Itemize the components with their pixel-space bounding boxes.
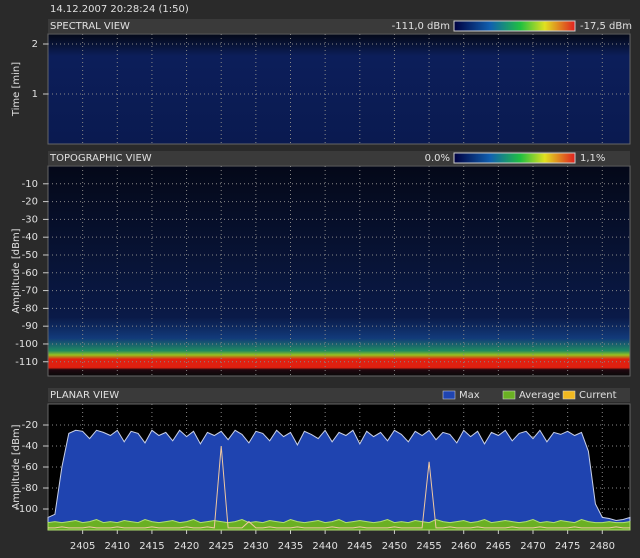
y-tick-label: -100 <box>15 339 38 350</box>
x-tick-label: 2455 <box>416 541 441 552</box>
timestamp: 14.12.2007 20:28:24 (1:50) <box>50 4 189 15</box>
y-tick-label: -100 <box>15 504 38 515</box>
x-tick-label: 2420 <box>174 541 199 552</box>
y-axis-label: Time [min] <box>11 62 22 117</box>
panel-title: SPECTRAL VIEW <box>50 21 130 32</box>
y-tick-label: -70 <box>22 286 38 297</box>
y-axis-label: Amplitude [dBm] <box>11 228 22 313</box>
x-tick-label: 2410 <box>105 541 130 552</box>
y-tick-label: -40 <box>22 232 38 243</box>
y-tick-label: -40 <box>22 441 38 452</box>
x-tick-label: 2475 <box>555 541 580 552</box>
y-tick-label: -20 <box>22 197 38 208</box>
y-tick-label: -90 <box>22 321 38 332</box>
x-tick-label: 2440 <box>312 541 337 552</box>
x-tick-label: 2470 <box>520 541 545 552</box>
x-tick-label: 2460 <box>451 541 476 552</box>
y-tick-label: -110 <box>15 357 38 368</box>
y-tick-label: -80 <box>22 303 38 314</box>
y-tick-label: -60 <box>22 462 38 473</box>
scale-max-label: -17,5 dBm <box>580 21 632 32</box>
scale-min-label: -111,0 dBm <box>392 21 450 32</box>
plot-area <box>47 33 631 145</box>
y-tick-label: -60 <box>22 268 38 279</box>
x-tick-label: 2435 <box>278 541 303 552</box>
x-tick-label: 2430 <box>243 541 268 552</box>
y-tick-label: -20 <box>22 420 38 431</box>
scale-max-label: 1,1% <box>580 153 605 164</box>
plot-area <box>47 165 631 377</box>
color-scale <box>453 152 576 164</box>
y-tick-label: -80 <box>22 483 38 494</box>
header-bar <box>48 388 630 402</box>
legend-swatch <box>442 390 456 400</box>
x-tick-label: 2425 <box>208 541 233 552</box>
y-axis-label: Amplitude [dBm] <box>11 424 22 509</box>
scale-min-label: 0.0% <box>425 153 450 164</box>
series-area <box>47 518 631 531</box>
x-tick-label: 2445 <box>347 541 372 552</box>
y-tick-label: 1 <box>32 89 38 100</box>
x-tick-label: 2465 <box>486 541 511 552</box>
x-tick-label: 2450 <box>382 541 407 552</box>
legend-label: Max <box>459 390 480 401</box>
series-line <box>48 445 630 529</box>
legend-label: Current <box>579 390 617 401</box>
x-tick-label: 2405 <box>70 541 95 552</box>
legend-swatch <box>562 390 576 400</box>
x-tick-label: 2415 <box>139 541 164 552</box>
y-tick-label: 2 <box>32 39 38 50</box>
panel-title: TOPOGRAPHIC VIEW <box>49 153 152 164</box>
legend-swatch <box>502 390 516 400</box>
y-tick-label: -50 <box>22 250 38 261</box>
y-tick-label: -30 <box>22 214 38 225</box>
y-tick-label: -10 <box>22 179 38 190</box>
color-scale <box>453 20 576 32</box>
panel-title: PLANAR VIEW <box>50 390 119 401</box>
legend-label: Average <box>519 390 560 401</box>
series-area <box>47 429 631 531</box>
x-tick-label: 2480 <box>590 541 615 552</box>
